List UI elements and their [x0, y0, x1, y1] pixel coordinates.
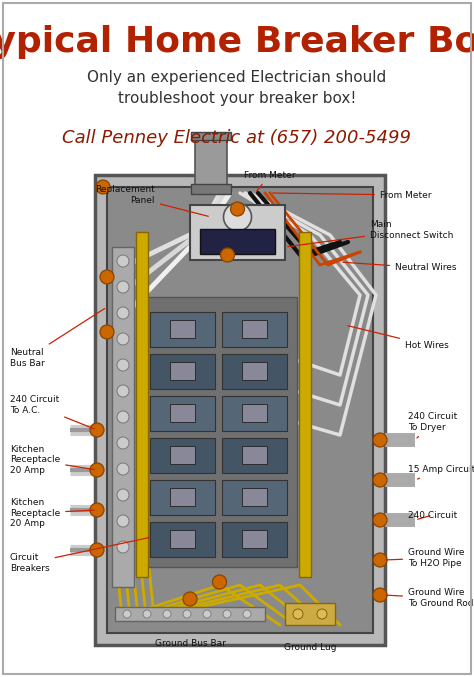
Bar	[242, 488, 267, 506]
Bar	[222, 354, 287, 389]
Bar	[222, 480, 287, 515]
Circle shape	[117, 411, 129, 423]
Circle shape	[220, 248, 235, 262]
Text: Ground Wire
To H2O Pipe: Ground Wire To H2O Pipe	[386, 548, 465, 568]
Circle shape	[117, 437, 129, 449]
Text: Neutral Wires: Neutral Wires	[343, 262, 456, 273]
Text: From Meter: From Meter	[273, 190, 431, 200]
Bar	[170, 404, 195, 422]
Circle shape	[373, 588, 387, 602]
Bar	[170, 446, 195, 464]
Text: Replacement
Panel: Replacement Panel	[95, 185, 208, 217]
Bar	[195, 137, 227, 192]
Circle shape	[123, 610, 131, 618]
Text: 240 Circuit
To A.C.: 240 Circuit To A.C.	[10, 395, 94, 429]
Text: Ground Bus Bar: Ground Bus Bar	[155, 639, 226, 648]
Bar	[112, 247, 134, 587]
Bar	[285, 603, 335, 625]
Text: Only an experienced Electrician should
troubleshoot your breaker box!: Only an experienced Electrician should t…	[87, 70, 387, 106]
Text: Main
Disconnect Switch: Main Disconnect Switch	[288, 220, 453, 246]
Bar	[242, 362, 267, 380]
Bar	[222, 396, 287, 431]
Circle shape	[117, 281, 129, 293]
Bar	[170, 362, 195, 380]
Bar	[107, 187, 373, 633]
Text: Ground Lug: Ground Lug	[284, 643, 336, 652]
Bar	[242, 320, 267, 338]
Circle shape	[293, 609, 303, 619]
Text: 240 Circuit
To Dryer: 240 Circuit To Dryer	[408, 412, 457, 438]
Circle shape	[117, 333, 129, 345]
Bar	[150, 396, 215, 431]
Circle shape	[230, 202, 245, 216]
Circle shape	[100, 325, 114, 339]
Circle shape	[96, 180, 110, 194]
Bar	[150, 522, 215, 557]
Text: Call Penney Electric at (657) 200-5499: Call Penney Electric at (657) 200-5499	[63, 129, 411, 147]
Circle shape	[223, 610, 231, 618]
Bar	[242, 530, 267, 548]
Text: 15 Amp Circuit: 15 Amp Circuit	[408, 466, 474, 479]
Circle shape	[90, 463, 104, 477]
Circle shape	[203, 610, 211, 618]
Bar	[242, 404, 267, 422]
Text: Circuit
Breakers: Circuit Breakers	[10, 538, 149, 573]
Bar	[242, 446, 267, 464]
Bar	[222, 438, 287, 473]
Bar	[115, 607, 265, 621]
Text: Kitchen
Receptacle
20 Amp: Kitchen Receptacle 20 Amp	[10, 445, 94, 475]
Circle shape	[373, 553, 387, 567]
Circle shape	[90, 503, 104, 517]
Circle shape	[117, 541, 129, 553]
Bar	[170, 530, 195, 548]
Circle shape	[117, 385, 129, 397]
Circle shape	[224, 203, 252, 231]
Text: Ground Wire
To Ground Rod: Ground Wire To Ground Rod	[386, 588, 474, 608]
Bar	[150, 480, 215, 515]
Circle shape	[183, 610, 191, 618]
Circle shape	[117, 359, 129, 371]
Bar	[150, 438, 215, 473]
Bar	[170, 488, 195, 506]
Bar	[170, 320, 195, 338]
Circle shape	[183, 592, 197, 606]
Bar	[142, 297, 297, 567]
Bar	[95, 175, 385, 645]
Circle shape	[163, 610, 171, 618]
Text: From Meter: From Meter	[244, 171, 296, 191]
Circle shape	[373, 513, 387, 527]
Circle shape	[117, 489, 129, 501]
Circle shape	[100, 270, 114, 284]
Circle shape	[373, 433, 387, 447]
Bar	[150, 312, 215, 347]
Bar	[191, 184, 231, 194]
Circle shape	[143, 610, 151, 618]
Text: Kitchen
Receptacle
20 Amp: Kitchen Receptacle 20 Amp	[10, 498, 94, 528]
Bar	[299, 232, 311, 577]
Text: 240 Circuit: 240 Circuit	[408, 510, 457, 519]
Circle shape	[90, 543, 104, 557]
Text: Hot Wires: Hot Wires	[348, 326, 449, 349]
Circle shape	[90, 423, 104, 437]
Circle shape	[373, 473, 387, 487]
Circle shape	[317, 609, 327, 619]
Circle shape	[117, 255, 129, 267]
Bar	[150, 354, 215, 389]
Text: Neutral
Bus Bar: Neutral Bus Bar	[10, 309, 105, 368]
Circle shape	[117, 307, 129, 319]
Text: Typical Home Breaker Box: Typical Home Breaker Box	[0, 25, 474, 59]
Circle shape	[117, 515, 129, 527]
Bar	[190, 205, 285, 260]
Bar	[136, 232, 148, 577]
Bar	[222, 312, 287, 347]
Circle shape	[212, 575, 227, 589]
Bar	[191, 132, 231, 140]
Circle shape	[243, 610, 251, 618]
Circle shape	[117, 463, 129, 475]
Bar	[222, 522, 287, 557]
Bar	[200, 229, 275, 254]
